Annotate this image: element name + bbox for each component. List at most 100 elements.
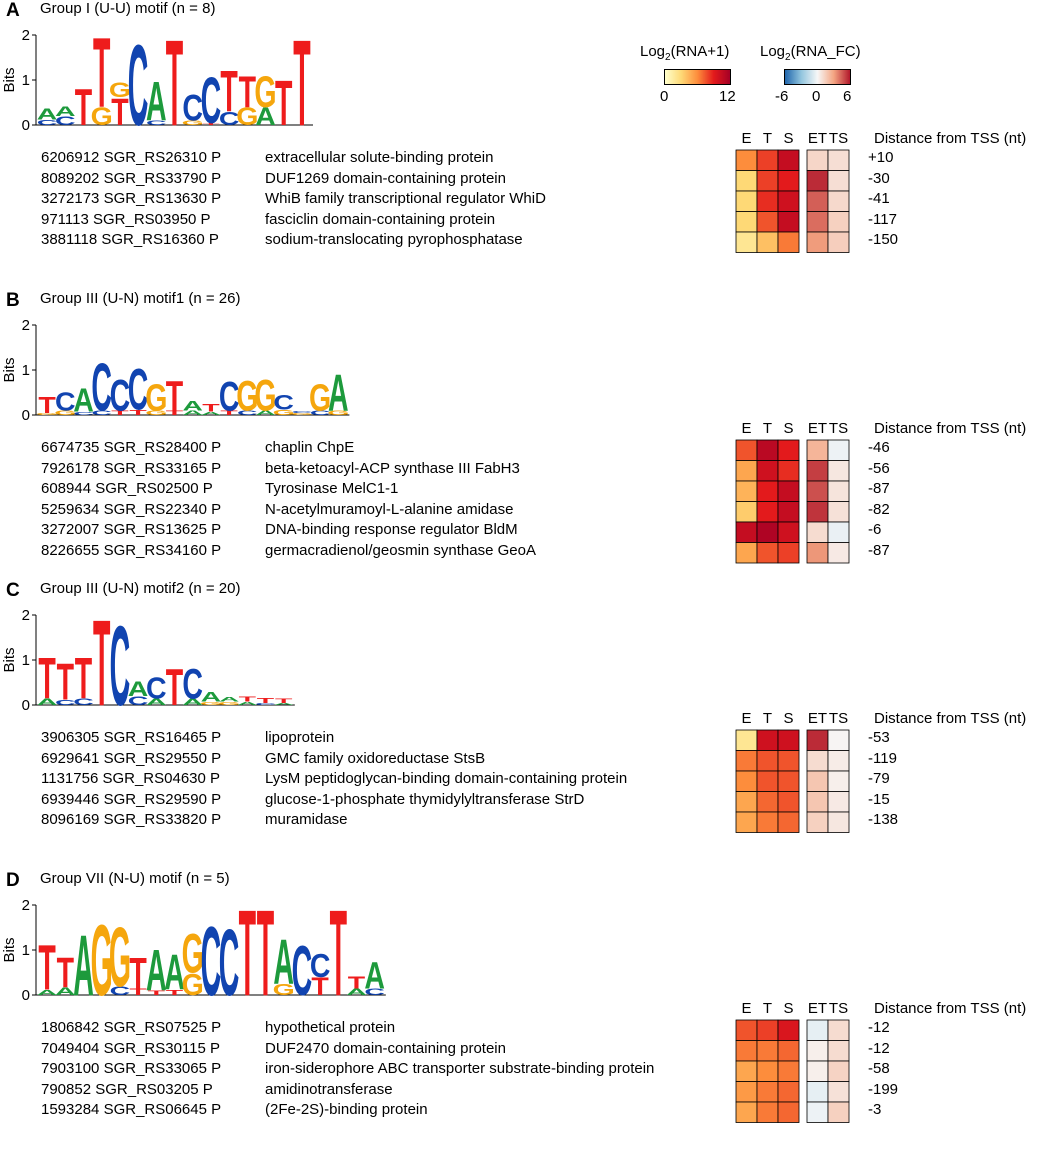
logo-tick-label: 1 xyxy=(22,362,30,379)
gene-description: DNA-binding response regulator BldM xyxy=(265,521,518,538)
gene-description: GMC family oxidoreductase StsB xyxy=(265,749,486,767)
logo-letter-a: A xyxy=(146,71,167,133)
heatmap-cell-et xyxy=(806,1081,829,1103)
logo-letter-t: T xyxy=(257,883,274,1005)
heatmap-cell-e xyxy=(735,811,758,833)
logo-letter-c: C xyxy=(128,694,149,708)
panel-title: Group I (U-U) motif (n = 8) xyxy=(40,0,216,17)
gene-id: 790852 SGR_RS03205 P xyxy=(41,1080,213,1098)
heatmap-cell-s xyxy=(777,770,800,792)
logo-letter-t: T xyxy=(275,697,293,704)
logo-letter-g: G xyxy=(145,378,167,420)
panel-a: A Group I (U-U) motif (n = 8) Bits 0 1 2 C A C A T… xyxy=(0,0,1052,290)
heatmap-cell-ts xyxy=(827,439,850,461)
logo-letter-a: A xyxy=(37,697,58,707)
logo-letter-c: C xyxy=(37,119,58,127)
logo-letter-c: C xyxy=(255,702,276,705)
heatmap-cell-s xyxy=(777,1101,800,1123)
logo-letter-g: G xyxy=(273,409,295,417)
heatmap-col-header: T xyxy=(762,420,773,437)
logo-letter-a: A xyxy=(164,944,185,1001)
logo-letter-a: A xyxy=(346,987,367,997)
logo-letter-a: A xyxy=(201,411,222,417)
heatmap-cell-et xyxy=(806,811,829,833)
legend-fc-max: 6 xyxy=(843,88,852,105)
gene-id: 3906305 SGR_RS16465 P xyxy=(41,729,222,746)
heatmap-col-header: TS xyxy=(828,710,849,727)
logo-tick-label: 2 xyxy=(22,27,30,44)
heatmap-cell-t xyxy=(756,190,779,212)
heatmap-cell-ts xyxy=(827,1081,850,1103)
heatmap-col-header: E xyxy=(741,1000,752,1017)
logo-letter-a: A xyxy=(182,410,203,417)
heatmap-cell-t xyxy=(756,439,779,461)
logo-letter-c: C xyxy=(128,21,149,135)
gene-description: (2Fe-2S)-binding protein xyxy=(265,1101,428,1118)
logo-letter-c: C xyxy=(91,410,112,417)
logo-letter-a: A xyxy=(364,955,385,997)
legend-expr-max: 12 xyxy=(719,88,736,105)
heatmap-cell-ts xyxy=(827,1019,850,1041)
heatmap-col-header: TS xyxy=(828,420,849,437)
logo-letter-t: T xyxy=(166,13,183,135)
logo-letter-c: C xyxy=(310,947,331,985)
heatmap-cell-t xyxy=(756,170,779,192)
heatmap-cell-ts xyxy=(827,729,850,751)
heatmap-cell-s xyxy=(777,480,800,502)
heatmap-col-header: ET xyxy=(807,1000,828,1017)
logo-letter-a: A xyxy=(273,926,294,998)
logo-letter-g: G xyxy=(145,410,167,417)
logo-letter-g: G xyxy=(254,370,276,420)
gene-description: amidinotransferase xyxy=(265,1080,393,1098)
gene-distance: -12 xyxy=(868,1039,890,1057)
heatmap-cell-t xyxy=(756,1019,779,1041)
logo-letter-c: C xyxy=(91,349,112,425)
heatmap-cell-t xyxy=(756,770,779,792)
heatmap-cell-ts xyxy=(827,501,850,523)
logo-letter-t: T xyxy=(111,92,129,134)
gene-distance: -87 xyxy=(868,480,890,497)
heatmap-cell-s xyxy=(777,791,800,813)
logo-letter-c: C xyxy=(73,411,94,417)
logo-letter-a: A xyxy=(255,103,276,131)
heatmap-cell-ts xyxy=(827,480,850,502)
logo-letter-t: T xyxy=(330,883,347,1005)
heatmap-cell-ts xyxy=(827,811,850,833)
logo-letter-c: C xyxy=(73,697,94,707)
heatmap-cell-t xyxy=(756,501,779,523)
heatmap-cell-e xyxy=(735,1040,758,1062)
heatmap-cell-t xyxy=(756,1040,779,1062)
gene-distance: -3 xyxy=(868,1101,882,1118)
logo-tick-label: 2 xyxy=(22,607,30,624)
logo-letter-c: C xyxy=(182,87,203,128)
expression-heatmap xyxy=(735,439,850,564)
logo-letter-c: C xyxy=(110,370,131,420)
gene-distance: -56 xyxy=(868,459,890,477)
gene-distance: -58 xyxy=(868,1060,890,1077)
heatmap-cell-t xyxy=(756,791,779,813)
logo-letter-a: A xyxy=(73,381,94,419)
gene-id: 971113 SGR_RS03950 P xyxy=(41,210,211,228)
logo-letter-a: A xyxy=(255,410,276,417)
heatmap-col-header: T xyxy=(762,710,773,727)
logo-letter-a: A xyxy=(37,989,58,997)
heatmap-col-header: S xyxy=(783,420,794,437)
gene-description: fasciclin domain-containing protein xyxy=(265,210,496,228)
legend-fc-mid: 0 xyxy=(812,88,821,105)
heatmap-cell-et xyxy=(806,770,829,792)
heatmap-cell-t xyxy=(756,1081,779,1103)
logo-letter-c: C xyxy=(219,908,240,1005)
logo-letter-g: G xyxy=(309,378,331,420)
heatmap-col-header: S xyxy=(783,130,794,147)
heatmap-cell-e xyxy=(735,770,758,792)
gene-distance: -199 xyxy=(868,1080,899,1098)
heatmap-cell-t xyxy=(756,1060,779,1082)
gene-id: 6206912 SGR_RS26310 P xyxy=(41,149,222,166)
gene-distance: +10 xyxy=(868,149,894,166)
logo-letter-t: T xyxy=(166,410,184,417)
gene-id: 8226655 SGR_RS34160 P xyxy=(41,541,222,559)
panel-label: A xyxy=(6,0,20,21)
heatmap-cell-ts xyxy=(827,521,850,543)
heatmap-cell-et xyxy=(806,439,829,461)
